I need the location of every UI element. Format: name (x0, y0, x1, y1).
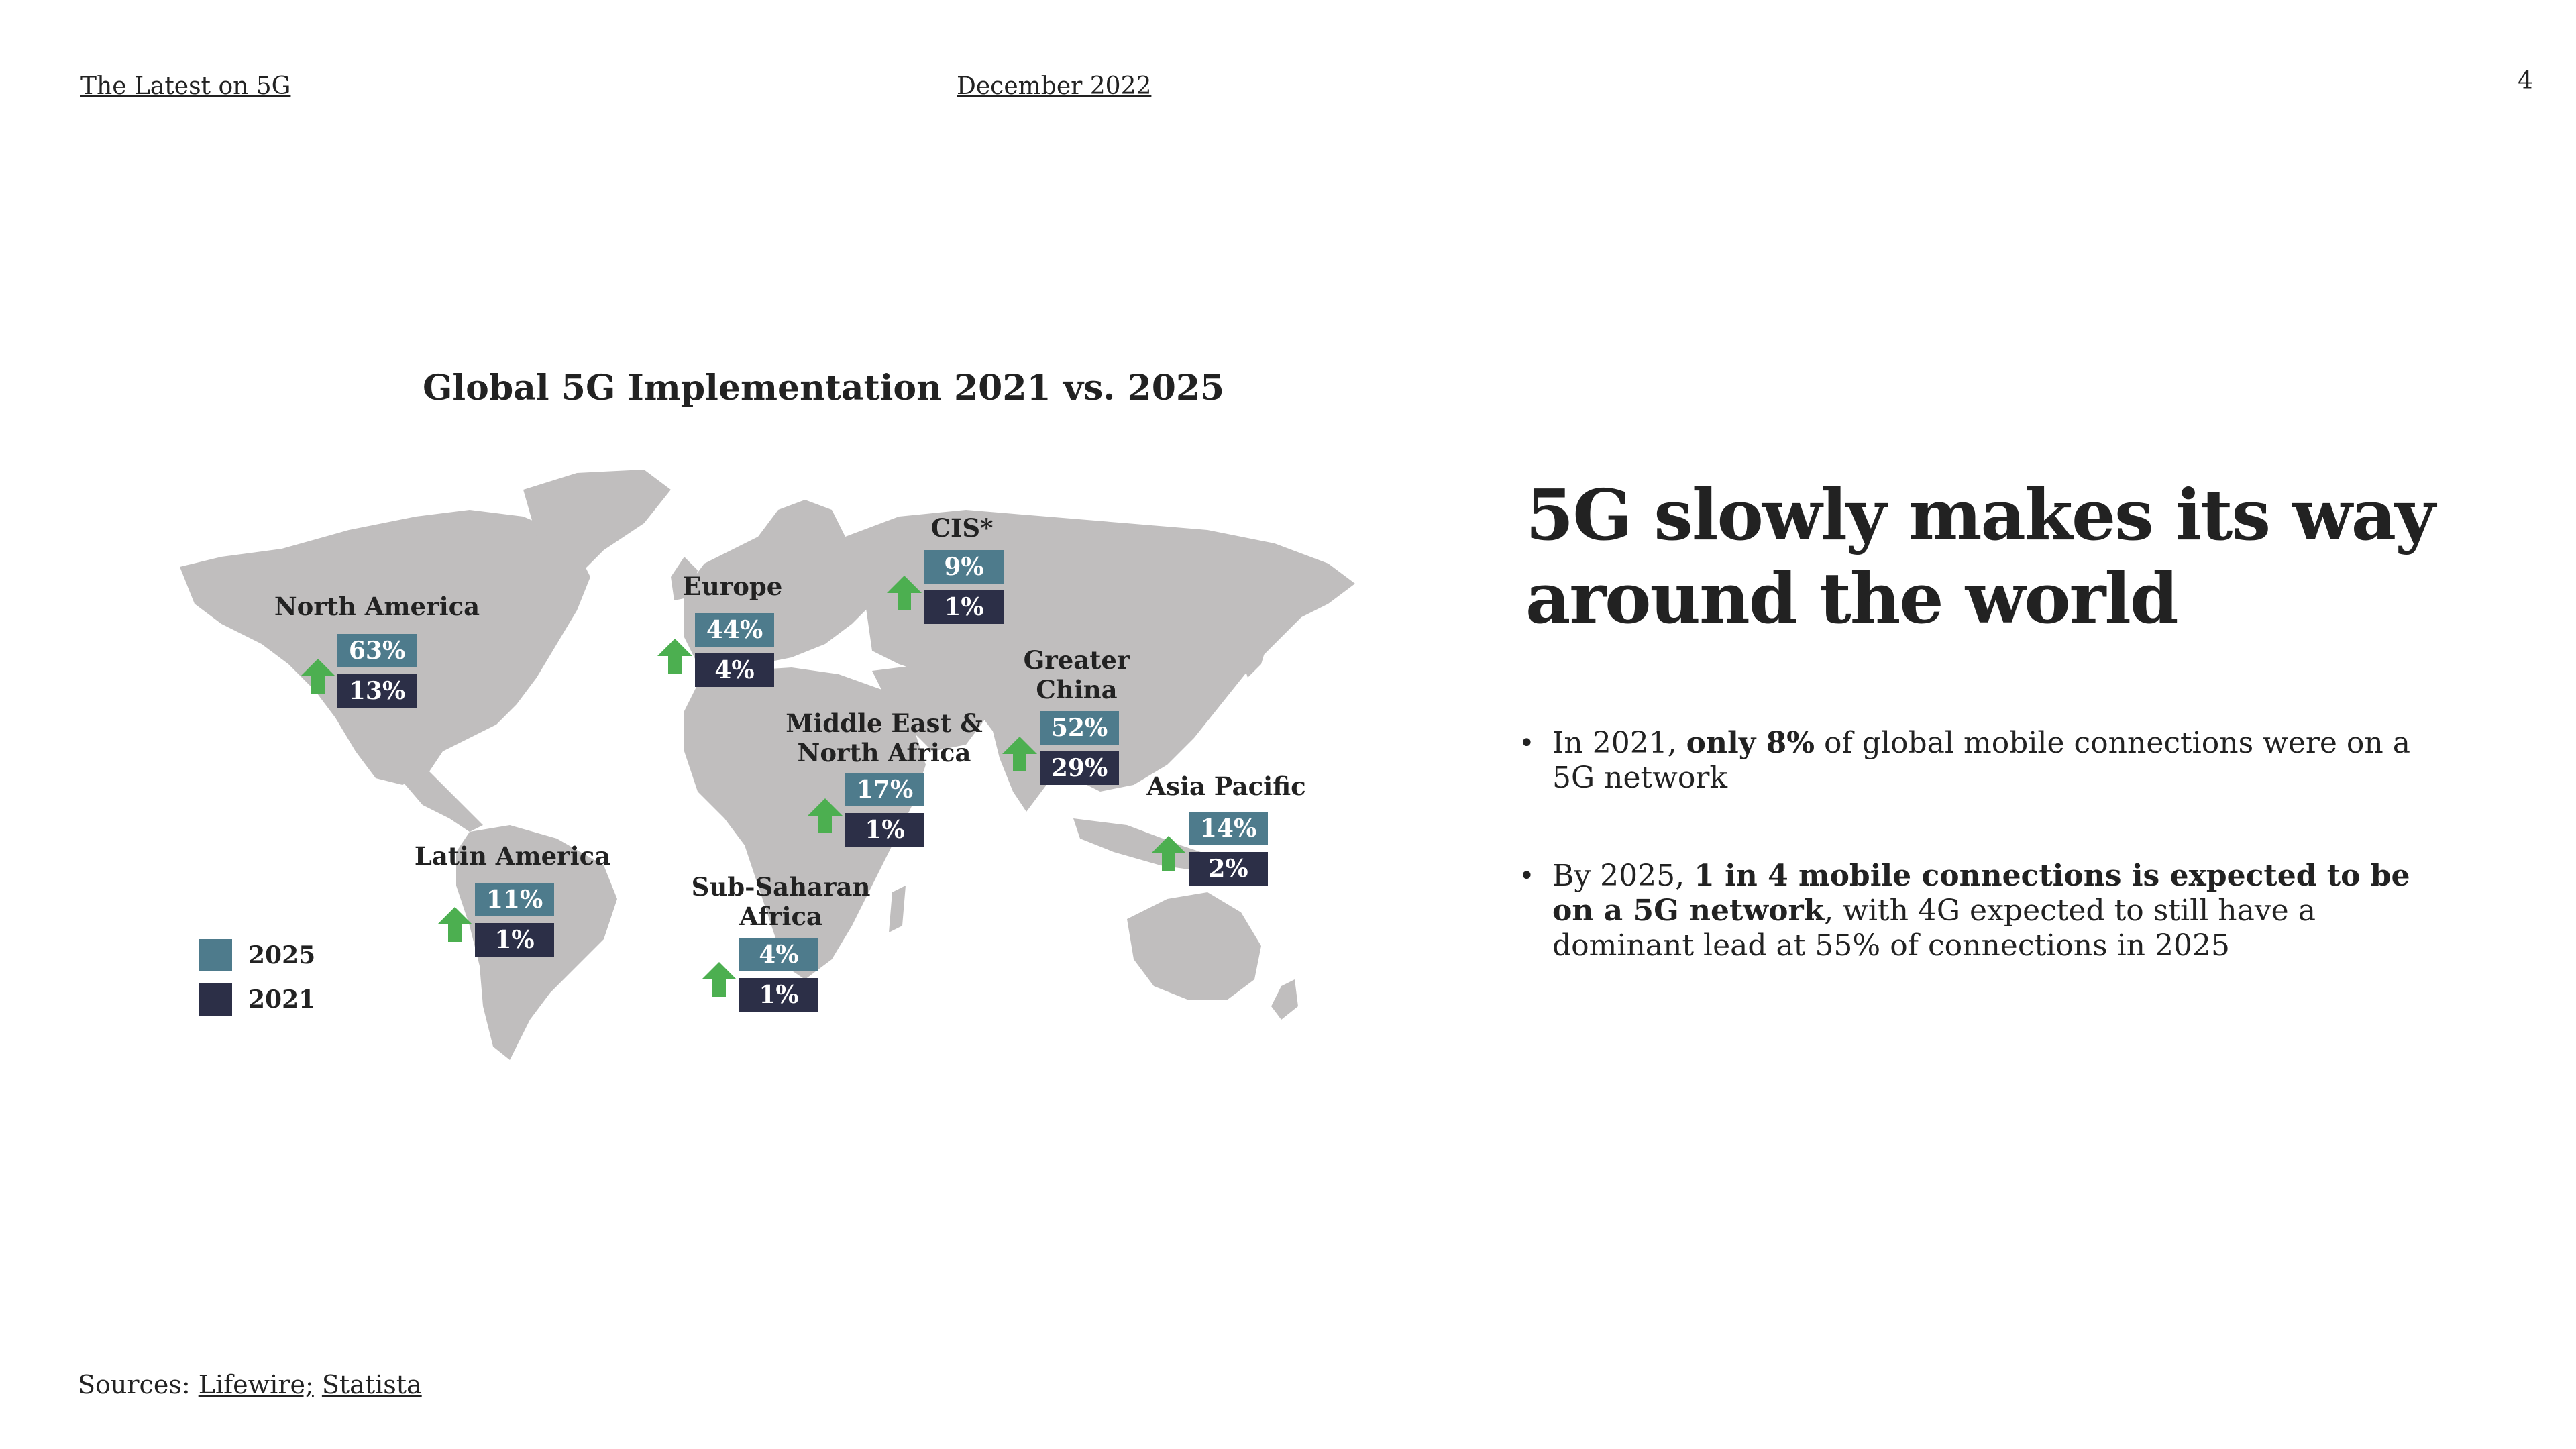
region-label-mena: Middle East & North Africa (786, 708, 983, 767)
region-label-line1: Greater (1023, 645, 1130, 675)
bullet-item: • By 2025, 1 in 4 mobile connections is … (1519, 859, 2445, 963)
value-2025-greater-china: 52% (1040, 711, 1119, 745)
up-arrow-icon (437, 907, 472, 942)
bullet-dot-icon: • (1519, 861, 1535, 892)
region-label-line2: China (1036, 675, 1118, 704)
value-2021-europe: 4% (695, 653, 774, 687)
sources-label: Sources: (78, 1370, 199, 1399)
up-arrow-icon (301, 659, 335, 694)
bullet-text-post: , with 4G expected to still have a domin… (1552, 894, 2316, 963)
source-link-lifewire[interactable]: Lifewire; (198, 1370, 314, 1399)
up-arrow-icon (887, 576, 922, 610)
region-label-line1: Sub-Saharan (691, 872, 871, 902)
value-2021-asia-pacific: 2% (1189, 852, 1268, 885)
region-label-north-america: North America (274, 592, 480, 621)
page-number: 4 (2518, 67, 2533, 95)
region-label-europe: Europe (682, 572, 783, 601)
value-2021-sub-saharan-africa: 1% (739, 978, 818, 1012)
value-2021-latin-america: 1% (475, 923, 554, 957)
map-title: Global 5G Implementation 2021 vs. 2025 (423, 368, 1225, 409)
bullet-text-pre: In 2021, (1552, 726, 1686, 760)
legend-label-2021: 2021 (248, 985, 316, 1014)
legend-2021: 2021 (199, 983, 315, 1016)
headline: 5G slowly makes its way around the world (1525, 474, 2436, 639)
source-link-statista[interactable]: Statista (321, 1370, 422, 1399)
value-2025-north-america: 63% (337, 634, 417, 667)
bullet-text: In 2021, only 8% of global mobile connec… (1552, 726, 2445, 796)
value-2021-mena: 1% (845, 813, 924, 847)
legend-swatch-2021 (199, 983, 232, 1016)
region-label-line2: North Africa (797, 738, 971, 767)
legend-2025: 2025 (199, 939, 315, 971)
central-america-land (402, 771, 483, 832)
bullet-text-bold: 1 in 4 mobile connections is expected to… (1552, 859, 2410, 928)
value-2021-cis: 1% (924, 590, 1004, 624)
australia-land (1127, 892, 1261, 1000)
region-label-cis: CIS* (930, 513, 994, 543)
region-label-sub-saharan-africa: Sub-Saharan Africa (692, 872, 871, 931)
southeast-asia-land (1073, 818, 1221, 872)
value-2025-cis: 9% (924, 550, 1004, 584)
up-arrow-icon (1151, 836, 1186, 871)
region-label-line2: Africa (739, 902, 823, 931)
world-landmass (180, 470, 1355, 1060)
sources: Sources: Lifewire; Statista (78, 1370, 422, 1399)
bullet-item: • In 2021, only 8% of global mobile conn… (1519, 726, 2445, 796)
up-arrow-icon (1002, 737, 1037, 771)
up-arrow-icon (808, 798, 843, 833)
header-title: The Latest on 5G (80, 72, 291, 100)
value-2025-latin-america: 11% (475, 883, 554, 916)
region-label-line1: Middle East & (786, 708, 983, 738)
madagascar-land (889, 885, 906, 932)
region-label-asia-pacific: Asia Pacific (1146, 771, 1306, 801)
legend-swatch-2025 (199, 939, 232, 971)
up-arrow-icon (657, 639, 692, 674)
region-label-greater-china: Greater China (1024, 645, 1130, 704)
africa-land (684, 667, 926, 979)
header-date: December 2022 (957, 72, 1152, 100)
value-2025-sub-saharan-africa: 4% (739, 938, 818, 971)
up-arrow-icon (702, 962, 737, 997)
bullet-text-post: of global mobile connections were on a 5… (1552, 726, 2410, 795)
greenland-land (523, 470, 671, 577)
value-2025-europe: 44% (695, 613, 774, 647)
bullet-dot-icon: • (1519, 728, 1535, 759)
value-2025-asia-pacific: 14% (1189, 812, 1268, 845)
value-2025-mena: 17% (845, 773, 924, 806)
legend-label-2025: 2025 (248, 941, 316, 969)
uk-land (671, 557, 698, 600)
japan-land (1241, 604, 1271, 678)
bullet-text: By 2025, 1 in 4 mobile connections is ex… (1552, 859, 2445, 963)
bullet-text-bold: only 8% (1686, 726, 1815, 760)
value-2021-north-america: 13% (337, 674, 417, 708)
new-zealand-land (1271, 979, 1298, 1020)
bullet-text-pre: By 2025, (1552, 859, 1695, 893)
region-label-latin-america: Latin America (414, 841, 611, 871)
value-2021-greater-china: 29% (1040, 751, 1119, 785)
